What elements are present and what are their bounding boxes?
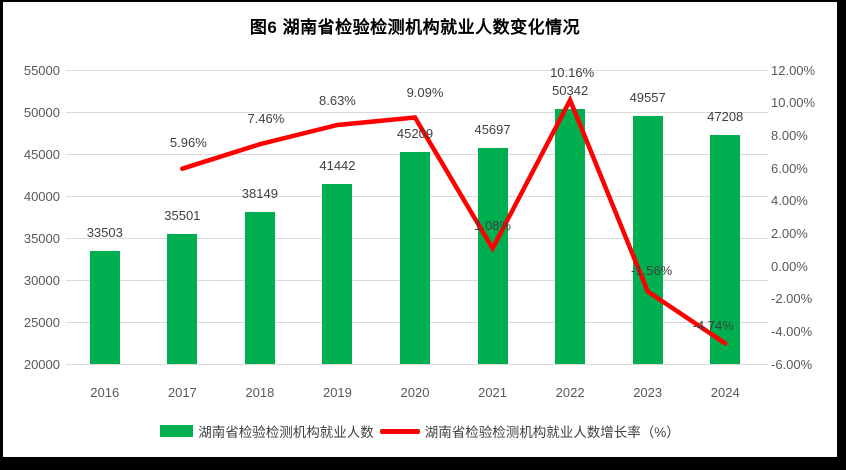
right-axis-tick-label: 2.00% bbox=[771, 225, 808, 241]
growth-line-series bbox=[180, 94, 728, 346]
growth-line bbox=[180, 94, 728, 346]
right-axis-tick-label: -4.00% bbox=[771, 323, 813, 339]
legend-label: 湖南省检验检测机构就业人数 bbox=[198, 425, 374, 440]
x-axis-tick-label: 2017 bbox=[167, 385, 197, 400]
bar-value-label: 45209 bbox=[396, 126, 434, 142]
x-axis-tick-label: 2023 bbox=[633, 385, 663, 400]
bar-value-label: 47208 bbox=[707, 109, 744, 125]
bar bbox=[477, 148, 508, 364]
left-axis-tick-label: 20000 bbox=[23, 356, 60, 372]
legend-label: 湖南省检验检测机构就业人数增长率（%） bbox=[424, 425, 680, 440]
legend-item: 湖南省检验检测机构就业人数增长率（%） bbox=[379, 421, 680, 441]
chart-title: 图6 湖南省检验检测机构就业人数变化情况 bbox=[249, 18, 581, 37]
growth-rate-label: 8.63% bbox=[319, 93, 356, 109]
left-axis-tick-label: 35000 bbox=[23, 230, 60, 246]
bar-value-label: 38149 bbox=[241, 185, 278, 201]
growth-rate-label: -4.74% bbox=[692, 318, 734, 334]
growth-rate-label: 1.08% bbox=[474, 218, 511, 234]
bar bbox=[167, 233, 198, 364]
line-swatch-icon bbox=[379, 428, 420, 434]
bar bbox=[322, 183, 353, 364]
left-axis-tick-label: 50000 bbox=[23, 104, 60, 120]
right-axis-tick-label: -2.00% bbox=[771, 291, 813, 307]
legend: 湖南省检验检测机构就业人数 湖南省检验检测机构就业人数增长率（%） bbox=[3, 421, 837, 441]
left-axis-tick-label: 45000 bbox=[23, 146, 60, 162]
bar-value-label: 41442 bbox=[319, 157, 356, 173]
bar bbox=[244, 211, 275, 364]
gridline bbox=[66, 111, 768, 113]
right-axis-tick-label: 8.00% bbox=[771, 127, 808, 143]
bar-value-label: 45697 bbox=[474, 122, 511, 138]
right-axis-tick-label: 4.00% bbox=[771, 193, 808, 209]
x-axis-tick-label: 2018 bbox=[245, 385, 275, 400]
growth-rate-label: 7.46% bbox=[247, 111, 285, 127]
x-axis-tick-label: 2024 bbox=[710, 385, 740, 400]
right-axis-tick-label: 0.00% bbox=[771, 258, 808, 274]
x-axis-tick-label: 2019 bbox=[322, 385, 352, 400]
legend-item: 湖南省检验检测机构就业人数 bbox=[160, 421, 374, 441]
bar-value-label: 50342 bbox=[552, 83, 589, 99]
growth-rate-label: -1.56% bbox=[631, 263, 673, 279]
right-axis-tick-label: -6.00% bbox=[771, 356, 813, 372]
plot-area bbox=[66, 69, 768, 365]
gridline bbox=[66, 69, 768, 71]
bar-value-label: 49557 bbox=[629, 89, 666, 105]
right-axis-tick-label: 10.00% bbox=[771, 95, 816, 111]
bar bbox=[710, 135, 741, 364]
gridline bbox=[66, 363, 768, 365]
bar bbox=[632, 115, 663, 364]
bar-value-label: 35501 bbox=[164, 207, 201, 223]
left-axis-tick-label: 40000 bbox=[23, 188, 60, 204]
bar-swatch-icon bbox=[160, 425, 194, 437]
x-axis-tick-label: 2016 bbox=[90, 385, 120, 400]
growth-rate-label: 9.09% bbox=[406, 84, 444, 100]
bar bbox=[400, 152, 430, 364]
x-axis-tick-label: 2020 bbox=[400, 385, 430, 400]
left-axis-tick-label: 25000 bbox=[23, 314, 60, 330]
left-axis-tick-label: 55000 bbox=[23, 62, 60, 78]
left-axis-tick-label: 30000 bbox=[23, 272, 60, 288]
right-axis-tick-label: 6.00% bbox=[771, 160, 808, 176]
bar-value-label: 33503 bbox=[86, 224, 123, 240]
right-axis-tick-label: 12.00% bbox=[771, 62, 816, 78]
bar bbox=[555, 109, 586, 364]
x-axis-tick-label: 2022 bbox=[555, 385, 585, 400]
growth-rate-label: 10.16% bbox=[550, 65, 595, 81]
bar bbox=[89, 250, 120, 364]
growth-rate-label: 5.96% bbox=[169, 134, 207, 150]
x-axis-tick-label: 2021 bbox=[478, 385, 508, 400]
